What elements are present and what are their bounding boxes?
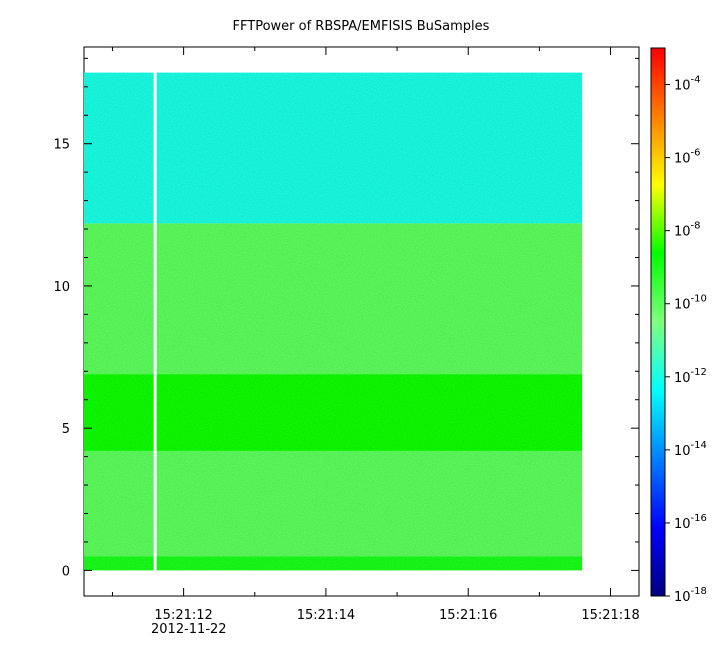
x-axis-date-label: 2012-11-22 [151,622,227,637]
colorbar: 10-4 10-6 10-8 10-10 10-12 10-14 10-16 10-18 [650,47,707,605]
y-tick-label: 10 [53,280,70,295]
colorbar-tick-label: 10-16 [674,513,707,532]
x-tick-label: 15:21:14 [297,608,355,623]
colorbar-tick-label: 10-4 [674,75,701,94]
x-axis: 15:21:12 15:21:14 15:21:16 15:21:18 [111,47,640,623]
y-tick-label: 0 [62,564,70,579]
colorbar-tick-label: 10-8 [674,221,701,240]
colorbar-tick-label: 10-6 [674,148,701,167]
y-tick-label: 5 [62,422,70,437]
colorbar-tick-label: 10-18 [674,586,707,605]
y-tick-label: 15 [53,138,70,153]
colorbar-gradient [650,47,666,597]
noise-overlay [84,72,583,571]
colorbar-tick-label: 10-10 [674,294,707,313]
colorbar-tick-label: 10-14 [674,440,707,459]
data-gap [153,72,157,571]
x-tick-label: 15:21:18 [581,608,639,623]
colorbar-tick-label: 10-12 [674,367,707,386]
chart-title: FFTPower of RBSPA/EMFISIS BuSamples [233,19,490,34]
y-axis: 0 5 10 15 [53,57,639,579]
plot-area: 0 5 10 15 15:21:12 15:21:14 15:21:16 15:21:18 [53,46,640,623]
x-tick-label: 15:21:16 [439,608,497,623]
colorbar-ticks: 10-4 10-6 10-8 10-10 10-12 10-14 10-16 10-18 [665,75,707,605]
x-tick-label: 15:21:12 [154,608,212,623]
